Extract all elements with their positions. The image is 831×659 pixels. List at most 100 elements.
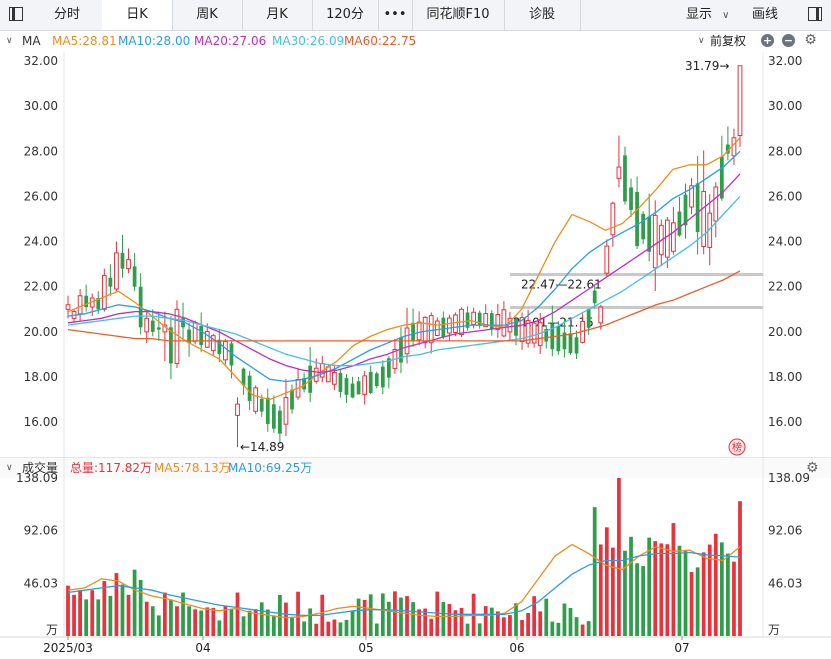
- chevron-down-icon: ∨: [698, 36, 705, 46]
- volume-bar: [489, 607, 494, 636]
- candle-body-up: [525, 320, 531, 344]
- candle-body-down: [120, 252, 125, 269]
- volume-bar: [689, 571, 694, 636]
- volume-bar: [671, 523, 676, 636]
- volume-bar: [623, 550, 627, 636]
- candle-body-up: [192, 321, 198, 342]
- volume-bar: [332, 619, 337, 636]
- candle-body-down: [411, 322, 415, 341]
- price-tick-left: 20.00: [24, 325, 58, 339]
- gap-upper-label: 22.47—22.61: [521, 278, 602, 292]
- gap-band-lower: [510, 305, 763, 309]
- volume-bar: [308, 608, 313, 636]
- volume-bar: [223, 605, 228, 636]
- candle-body-up: [223, 341, 228, 361]
- volume-bar: [338, 622, 343, 636]
- candle-body-down: [356, 381, 361, 395]
- candle-body-down: [350, 383, 355, 398]
- tab-4[interactable]: 120分: [312, 0, 379, 30]
- left-panel-icon[interactable]: [9, 7, 23, 21]
- collapse-icon[interactable]: ∨: [6, 463, 13, 473]
- candle-body-down: [217, 339, 222, 354]
- volume-bar: [169, 599, 173, 636]
- candle-body-up: [598, 306, 604, 324]
- ma-items-0: MA5:28.81: [52, 34, 117, 48]
- volume-bar: [411, 602, 415, 636]
- volume-bar: [459, 607, 464, 636]
- volume-bar: [665, 544, 670, 636]
- volume-bar: [247, 610, 252, 636]
- price-tick-left: 28.00: [24, 144, 58, 158]
- volume-bar: [217, 620, 222, 636]
- candle-body-down: [229, 343, 234, 366]
- price-tick-right: 20.00: [768, 325, 802, 339]
- price-tick-right: 18.00: [768, 370, 802, 384]
- price-tick-left: 16.00: [24, 415, 58, 429]
- candle-body-down: [187, 329, 191, 344]
- volume-bar: [241, 616, 246, 636]
- tab-3[interactable]: 月K: [242, 0, 313, 30]
- candle-body-up: [501, 309, 507, 337]
- tab-5[interactable]: •••: [378, 0, 413, 30]
- volume-settings-gear-icon[interactable]: ⚙: [806, 460, 819, 476]
- zoom-in-icon[interactable]: +: [761, 34, 774, 47]
- volume-bar: [175, 606, 179, 636]
- volume-bar: [271, 616, 276, 636]
- volume-bar: [211, 607, 216, 636]
- collapse-icon[interactable]: ∨: [6, 36, 13, 46]
- volume-bar: [326, 621, 331, 636]
- volume-bar: [344, 619, 349, 636]
- tab-6[interactable]: 同花顺F10: [412, 0, 505, 30]
- tab-7[interactable]: 诊股: [504, 0, 581, 30]
- candle-body-up: [434, 320, 440, 336]
- draw-line-button[interactable]: 画线: [752, 7, 779, 22]
- volume-bar: [90, 590, 95, 636]
- volume-tick-right: 92.06: [768, 524, 802, 538]
- right-panel-icon[interactable]: [808, 7, 822, 21]
- volume-bar: [120, 584, 125, 636]
- volume-bar: [532, 596, 537, 636]
- display-menu[interactable]: 显示 ∨: [686, 0, 746, 30]
- price-tick-right: 32.00: [768, 54, 802, 68]
- candle-body-down: [308, 365, 313, 393]
- candle-body-down: [544, 328, 549, 342]
- volume-bar: [495, 611, 500, 636]
- candle-body-up: [332, 371, 337, 385]
- volume-bar: [187, 606, 191, 636]
- candle-body-down: [156, 327, 161, 330]
- volume-bar: [193, 609, 198, 636]
- adjust-mode-button[interactable]: 前复权: [710, 34, 747, 48]
- candle-body-down: [386, 358, 391, 378]
- volume-bar: [96, 599, 101, 636]
- volume-bar: [586, 621, 591, 636]
- settings-gear-icon[interactable]: ⚙: [804, 32, 817, 48]
- tab-2[interactable]: 周K: [172, 0, 243, 30]
- candle-body-down: [574, 337, 579, 354]
- volume-ma-line-ma5: [67, 543, 741, 619]
- price-tick-left: 18.00: [24, 370, 58, 384]
- candle-body-down: [641, 213, 646, 240]
- candle-body-down: [719, 156, 724, 199]
- volume-bar: [393, 591, 397, 636]
- volume-bar: [441, 602, 446, 636]
- candle-body-down: [199, 325, 204, 346]
- candle-body-down: [278, 410, 282, 434]
- volume-bar: [368, 594, 373, 636]
- display-label: 显示: [686, 7, 713, 22]
- volume-bar: [399, 597, 403, 636]
- volume-bar: [181, 592, 185, 636]
- volume-bar: [350, 610, 355, 636]
- volume-bar: [290, 617, 294, 636]
- volume-bar: [114, 573, 119, 636]
- low-price-label: ←14.89: [240, 440, 284, 454]
- volume-bar: [659, 543, 664, 636]
- price-tick-left: 26.00: [24, 189, 58, 203]
- ma-items-1: MA10:28.00: [118, 34, 191, 48]
- candle-body-up: [428, 315, 434, 344]
- tab-1[interactable]: 日K: [102, 0, 173, 30]
- volume-bar: [417, 609, 422, 636]
- candle-body-up: [652, 214, 658, 269]
- zoom-out-icon[interactable]: −: [782, 34, 795, 47]
- ma-title: MA: [22, 34, 41, 48]
